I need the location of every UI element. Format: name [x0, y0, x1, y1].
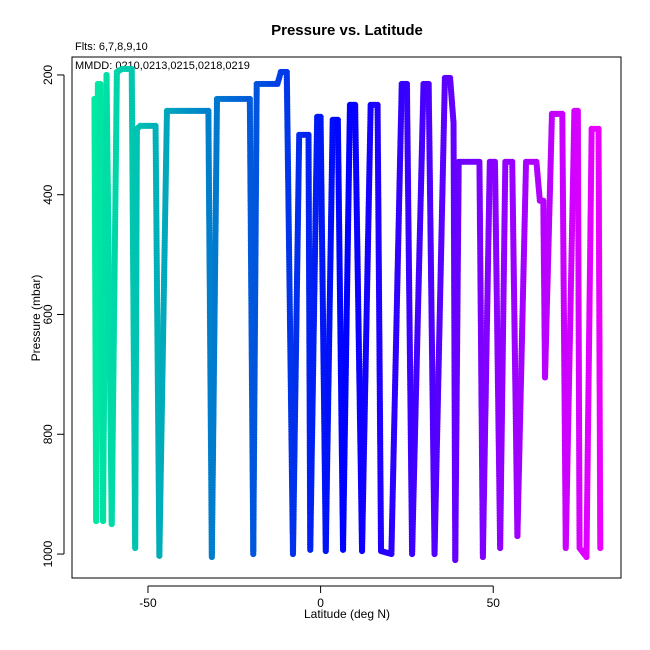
mmdd-annotation: MMDD: 0210,0213,0215,0218,0219	[75, 60, 250, 72]
chart-title: Pressure vs. Latitude	[271, 22, 423, 39]
data-points	[91, 65, 604, 564]
flights-subtitle: Flts: 6,7,8,9,10	[75, 41, 148, 53]
